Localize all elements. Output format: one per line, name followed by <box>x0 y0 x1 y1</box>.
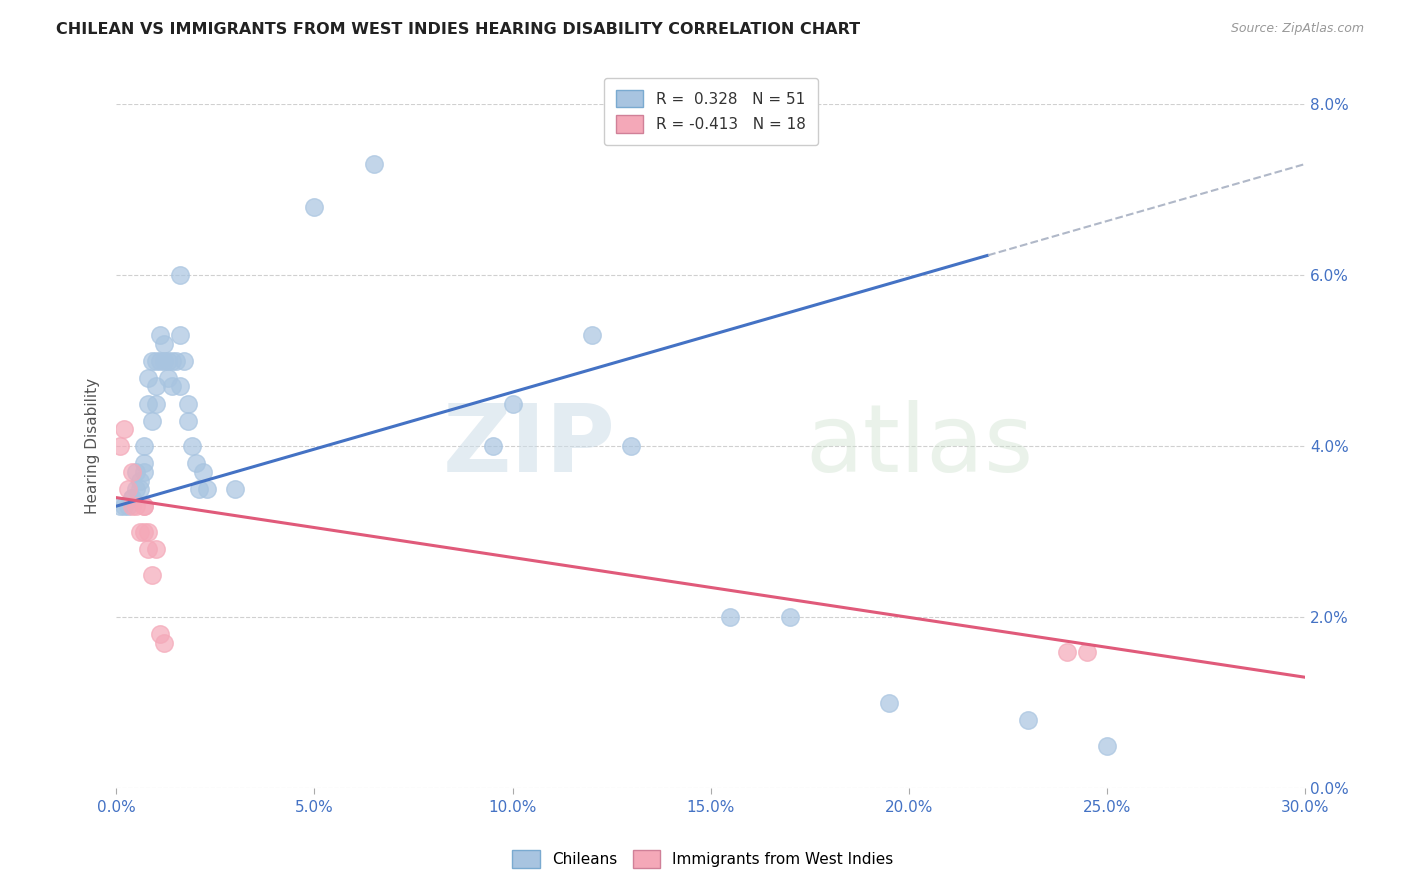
Point <box>112 499 135 513</box>
Point <box>132 499 155 513</box>
Point <box>304 200 326 214</box>
Point <box>141 414 163 428</box>
Point <box>121 465 143 479</box>
Point <box>169 268 191 283</box>
Legend: R =  0.328   N = 51, R = -0.413   N = 18: R = 0.328 N = 51, R = -0.413 N = 18 <box>603 78 818 145</box>
Point <box>117 482 139 496</box>
Point <box>136 371 159 385</box>
Point <box>877 696 900 710</box>
Point <box>363 157 385 171</box>
Point <box>129 474 152 488</box>
Point <box>132 499 155 513</box>
Point <box>197 482 219 496</box>
Point <box>110 499 132 513</box>
Point <box>720 610 742 624</box>
Point <box>145 379 167 393</box>
Point <box>1056 644 1078 658</box>
Point <box>481 439 503 453</box>
Point <box>129 524 152 539</box>
Point <box>188 482 211 496</box>
Point <box>1017 713 1039 727</box>
Y-axis label: Hearing Disability: Hearing Disability <box>86 378 100 515</box>
Point <box>153 353 176 368</box>
Point <box>117 499 139 513</box>
Point <box>129 482 152 496</box>
Point <box>184 457 207 471</box>
Point <box>110 439 132 453</box>
Point <box>165 353 187 368</box>
Text: atlas: atlas <box>806 401 1033 492</box>
Point <box>145 396 167 410</box>
Point <box>581 328 603 343</box>
Point <box>153 336 176 351</box>
Point <box>121 491 143 505</box>
Point <box>224 482 246 496</box>
Point <box>193 465 215 479</box>
Point <box>149 328 172 343</box>
Point <box>141 567 163 582</box>
Text: ZIP: ZIP <box>443 401 616 492</box>
Point <box>149 353 172 368</box>
Point <box>180 439 202 453</box>
Legend: Chileans, Immigrants from West Indies: Chileans, Immigrants from West Indies <box>505 843 901 875</box>
Point <box>125 499 148 513</box>
Point <box>145 353 167 368</box>
Point <box>173 353 195 368</box>
Point <box>779 610 801 624</box>
Point <box>1095 739 1118 753</box>
Point <box>156 353 179 368</box>
Point <box>132 524 155 539</box>
Point <box>141 353 163 368</box>
Point <box>502 396 524 410</box>
Point <box>136 524 159 539</box>
Point <box>169 379 191 393</box>
Point <box>132 465 155 479</box>
Point <box>620 439 643 453</box>
Point <box>136 396 159 410</box>
Point <box>169 328 191 343</box>
Point <box>176 414 198 428</box>
Text: Source: ZipAtlas.com: Source: ZipAtlas.com <box>1230 22 1364 36</box>
Point <box>156 371 179 385</box>
Point <box>132 457 155 471</box>
Point <box>1076 644 1098 658</box>
Point <box>112 422 135 436</box>
Point <box>121 491 143 505</box>
Text: CHILEAN VS IMMIGRANTS FROM WEST INDIES HEARING DISABILITY CORRELATION CHART: CHILEAN VS IMMIGRANTS FROM WEST INDIES H… <box>56 22 860 37</box>
Point <box>132 439 155 453</box>
Point <box>153 636 176 650</box>
Point <box>176 396 198 410</box>
Point <box>145 541 167 556</box>
Point <box>125 482 148 496</box>
Point <box>149 627 172 641</box>
Point <box>121 499 143 513</box>
Point <box>125 465 148 479</box>
Point <box>160 379 183 393</box>
Point <box>160 353 183 368</box>
Point <box>136 541 159 556</box>
